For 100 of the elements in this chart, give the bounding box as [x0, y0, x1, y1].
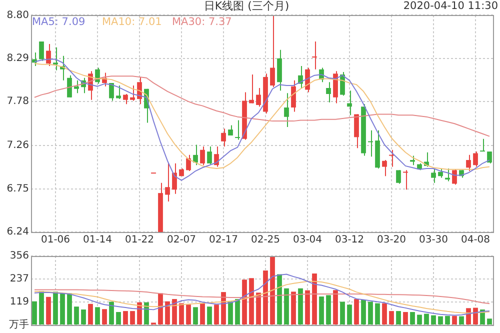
bar — [410, 312, 415, 324]
candlestick — [130, 84, 135, 102]
bar — [95, 307, 100, 324]
candlestick — [326, 82, 331, 103]
candlestick — [172, 162, 177, 194]
bar — [67, 293, 72, 324]
chart-title: 日K线图 (三个月) — [204, 0, 290, 12]
candlestick — [277, 49, 282, 92]
bar — [326, 295, 331, 324]
y-tick-label: 万手 — [9, 318, 29, 331]
bar — [445, 316, 450, 324]
y-tick-label: 6.24 — [6, 226, 29, 238]
candlestick — [39, 40, 44, 62]
bar — [438, 316, 443, 324]
candlestick — [466, 154, 471, 172]
x-tick-label: 02-07 — [166, 234, 196, 246]
bar — [179, 303, 184, 324]
candlestick — [354, 114, 359, 149]
bar — [123, 311, 128, 324]
candlestick — [270, 14, 275, 88]
bar — [242, 280, 247, 324]
candlestick — [207, 146, 212, 165]
bar — [200, 303, 205, 324]
bar — [172, 299, 177, 324]
candlestick — [480, 138, 485, 152]
bar — [424, 314, 429, 324]
bar — [277, 274, 282, 324]
candlestick — [165, 162, 170, 202]
candlestick — [487, 151, 492, 164]
bar — [291, 292, 296, 324]
candlestick — [291, 80, 296, 112]
bar — [403, 312, 408, 324]
bar — [165, 301, 170, 324]
bar — [102, 309, 107, 324]
bar — [459, 316, 464, 324]
bar — [60, 293, 65, 324]
candlestick — [46, 43, 51, 67]
candlestick — [445, 168, 450, 182]
text: MA10: 7.01 — [102, 16, 162, 28]
candlestick — [116, 84, 121, 100]
bar — [333, 290, 338, 324]
candlestick — [382, 160, 387, 177]
bar — [389, 311, 394, 324]
x-tick-label: 02-25 — [250, 234, 280, 246]
bar — [214, 304, 219, 324]
candlestick — [256, 88, 261, 108]
bar — [74, 306, 79, 324]
candlestick — [137, 76, 142, 105]
candlestick — [284, 92, 289, 128]
candlestick — [67, 74, 72, 98]
bar — [116, 312, 121, 324]
bar — [109, 302, 114, 324]
y-tick-label: 6.75 — [6, 183, 29, 194]
candlestick — [368, 130, 373, 158]
bar — [417, 314, 422, 324]
x-tick-label: 01-14 — [82, 234, 112, 246]
candlestick — [32, 52, 37, 67]
candlestick — [312, 40, 317, 70]
x-tick-label: 01-06 — [40, 234, 70, 246]
candlestick — [186, 154, 191, 172]
bar — [396, 311, 401, 324]
candlestick — [109, 82, 114, 102]
candlestick — [221, 128, 226, 147]
bar — [193, 307, 198, 324]
y-tick-label: 119 — [10, 296, 29, 308]
bar — [144, 302, 149, 324]
bar — [368, 302, 373, 324]
bar — [361, 300, 366, 324]
y-tick-label: 237 — [10, 274, 29, 285]
candlestick — [438, 168, 443, 178]
y-tick-label: 7.26 — [6, 140, 29, 152]
candlestick — [228, 124, 233, 136]
bar — [81, 309, 86, 324]
bar — [130, 311, 135, 324]
candlestick — [403, 170, 408, 190]
candlestick — [214, 146, 219, 168]
candlestick — [333, 70, 338, 104]
text: 2020-04-10 11:30 — [403, 0, 498, 12]
candlestick — [235, 120, 240, 140]
candlestick — [452, 168, 457, 186]
candlestick — [123, 93, 128, 105]
x-tick-label: 03-20 — [376, 234, 406, 246]
bar — [452, 316, 457, 324]
bar — [88, 304, 93, 324]
bar — [354, 299, 359, 324]
x-tick-label: 02-17 — [208, 234, 238, 246]
bar — [186, 304, 191, 324]
bar — [207, 306, 212, 324]
bar — [487, 318, 492, 324]
y-tick-label: 7.78 — [6, 96, 29, 108]
bar — [473, 308, 478, 324]
y-tick-label: 356 — [10, 250, 29, 262]
text: MA30: 7.37 — [172, 16, 232, 28]
x-tick-label: 04-08 — [460, 234, 490, 246]
bar — [319, 296, 324, 324]
bar — [137, 302, 142, 324]
x-tick-label: 01-22 — [124, 234, 154, 246]
y-tick-label: 8.80 — [6, 10, 29, 21]
x-tick-label: 03-30 — [418, 234, 448, 246]
candlestick — [410, 155, 415, 166]
